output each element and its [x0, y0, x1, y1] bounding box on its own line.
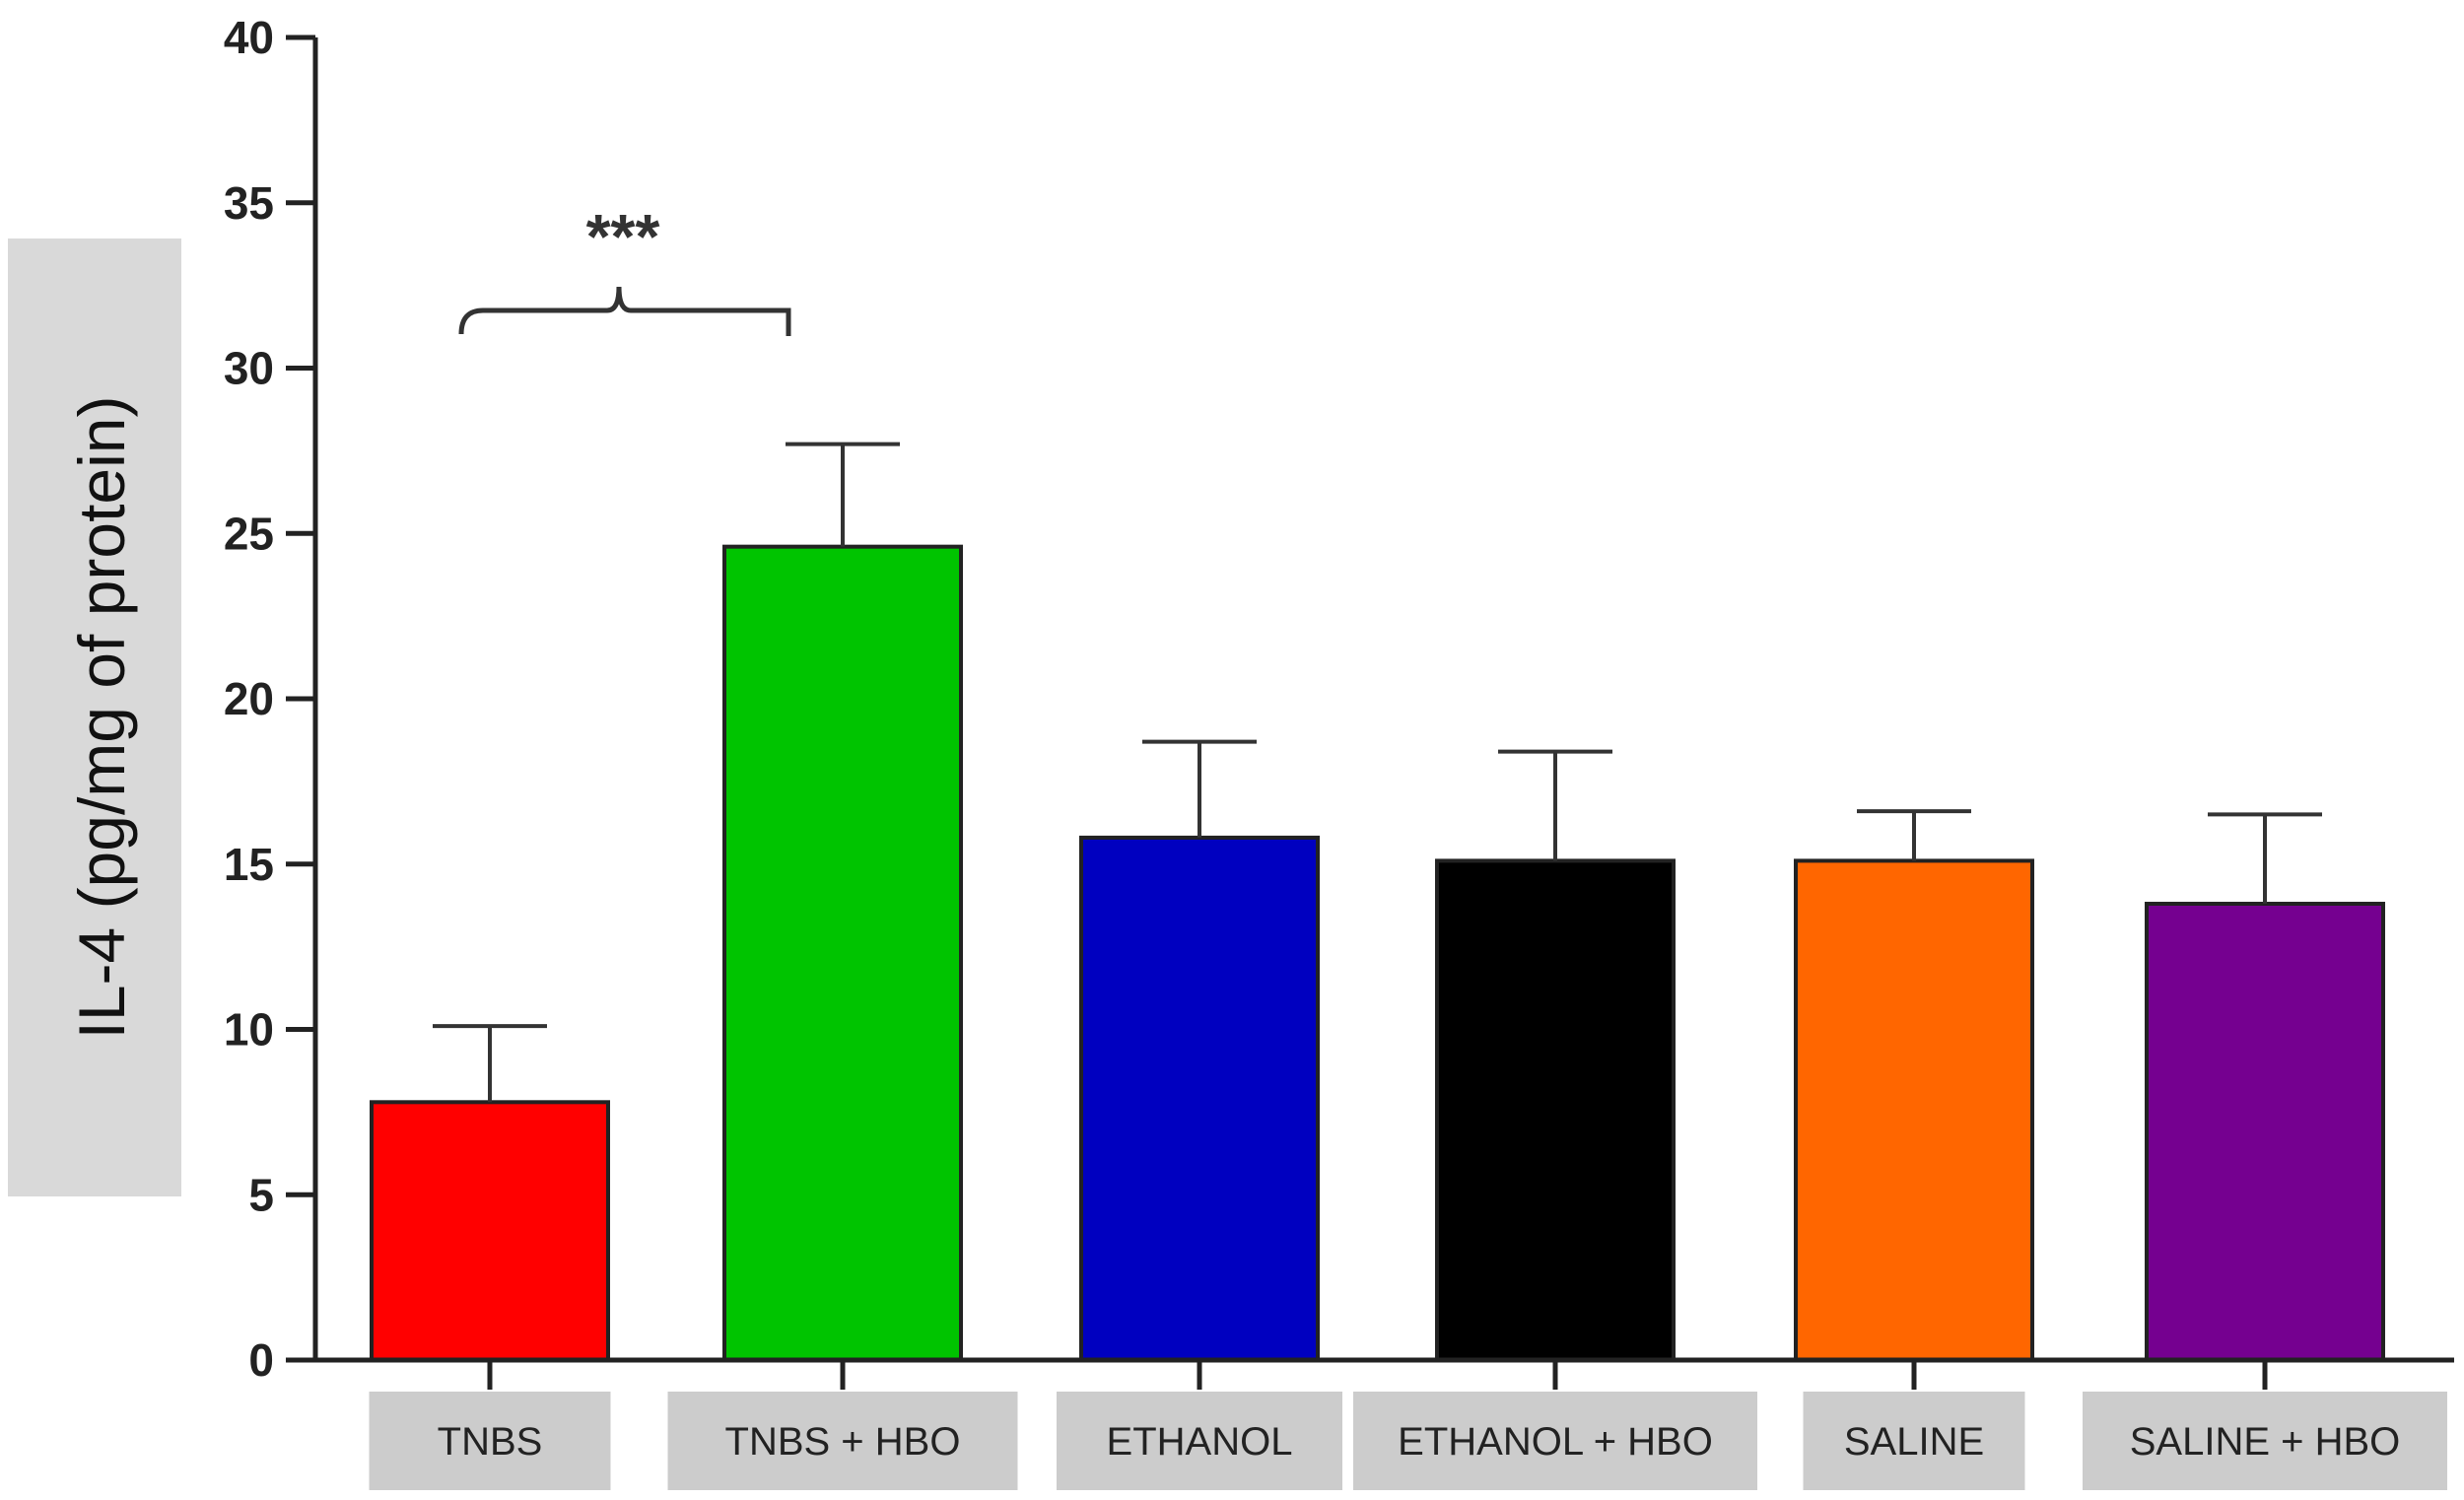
category-label-background: [2083, 1392, 2447, 1490]
category-label-background: [1057, 1392, 1342, 1490]
y-tick-label: 35: [224, 177, 274, 229]
significance-annotation: ***: [458, 201, 791, 336]
category-label-background: [1803, 1392, 2025, 1490]
y-tick-label: 5: [248, 1169, 274, 1220]
y-tick-label: 30: [224, 343, 274, 394]
bars: [370, 544, 2385, 1363]
ylabel-background: [8, 239, 181, 1196]
significance-bracket: [458, 286, 791, 336]
y-tick-label: 25: [224, 508, 274, 559]
y-tick-label: 40: [224, 12, 274, 63]
y-ticks: 0 5 10 15 20 25 30 35 40: [224, 12, 315, 1386]
significance-stars: ***: [586, 201, 660, 272]
bar: [2145, 902, 2385, 1362]
bar: [722, 544, 963, 1362]
category-labels: TNBS TNBS + HBO ETHANOL ETHANOL + HBO SALINE…: [438, 1420, 2401, 1464]
category-label: TNBS + HBO: [725, 1420, 961, 1464]
category-label: SALINE: [1844, 1420, 1984, 1464]
error-bars: [433, 442, 2322, 1103]
bar: [1435, 858, 1676, 1363]
y-tick-label: 10: [224, 1004, 274, 1056]
bar: [1079, 835, 1320, 1362]
category-label: ETHANOL + HBO: [1398, 1420, 1713, 1464]
category-label: TNBS: [438, 1420, 543, 1464]
y-tick-label: 15: [224, 839, 274, 890]
y-tick-label: 0: [248, 1334, 274, 1386]
x-ticks: [487, 1360, 2268, 1390]
category-label: ETHANOL: [1107, 1420, 1293, 1464]
category-label-background: [1353, 1392, 1757, 1490]
bar: [1794, 858, 2034, 1363]
y-axis-label: IL-4 (pg/mg of protein): [65, 396, 138, 1040]
y-tick-label: 20: [224, 673, 274, 724]
category-label: SALINE + HBO: [2130, 1420, 2401, 1464]
category-label-background: [667, 1392, 1018, 1490]
category-label-backgrounds: [369, 1392, 2447, 1490]
bar: [370, 1100, 610, 1363]
category-label-background: [369, 1392, 611, 1490]
